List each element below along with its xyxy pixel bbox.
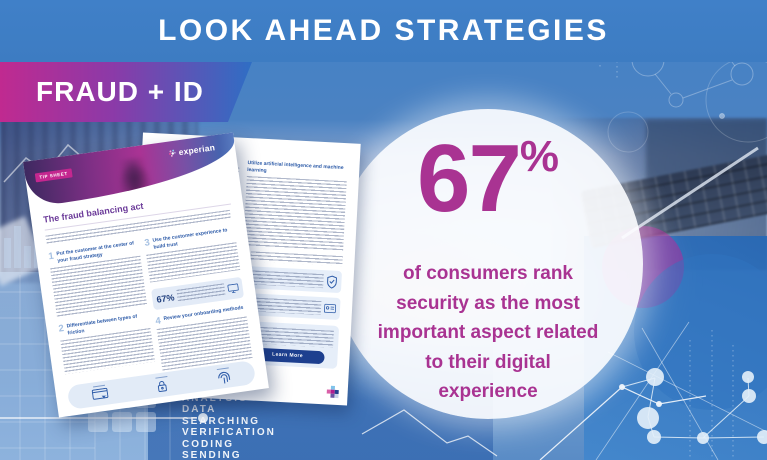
section-4-number: 4 — [154, 315, 162, 328]
stat-callout: 67% — [151, 276, 245, 311]
devices-icon — [227, 283, 239, 294]
tip-sheet-columns: 1 Put the customer at the center of your… — [48, 226, 254, 391]
word-sending: SENDING — [182, 450, 242, 460]
back-page-paragraph — [243, 175, 347, 252]
banner-title: LOOK AHEAD STRATEGIES — [158, 14, 609, 47]
callout-text — [176, 283, 226, 303]
browser-icon — [92, 388, 109, 400]
stat-value-row: 67% — [333, 131, 643, 255]
experian-logo: experian — [168, 142, 216, 158]
fraud-id-tag: FRAUD + ID — [0, 62, 252, 122]
word-searching: SEARCHING — [182, 415, 261, 427]
footer-icon-group-3 — [215, 367, 231, 385]
word-verification: VERIFICATION — [182, 427, 276, 439]
fraud-id-tag-label: FRAUD + ID — [36, 76, 204, 107]
stat-percent-sign: % — [519, 132, 559, 181]
tip-sheet-tag: TIP SHEET — [34, 168, 73, 183]
experian-wordmark: experian — [177, 142, 216, 158]
word-data: DATA — [182, 404, 217, 416]
stat-circle: 67% of consumers rank security as the mo… — [333, 109, 643, 419]
experian-block-logo — [326, 385, 339, 399]
lock-icon — [158, 381, 168, 393]
stat-value: 67 — [417, 125, 522, 232]
word-coding: CODING — [182, 438, 234, 450]
experian-dots-icon — [169, 149, 177, 157]
back-page-heading: Utilize artificial intelligence and mach… — [247, 159, 344, 174]
section-2-number: 2 — [57, 322, 65, 335]
back-callout-identity — [239, 292, 341, 321]
background-word-list: ANALYSIS DATA SEARCHING VERIFICATION COD… — [182, 393, 276, 460]
tip-sheet-footer-icons — [66, 359, 257, 410]
top-banner: LOOK AHEAD STRATEGIES — [0, 0, 767, 62]
tip-sheet-column-1: 1 Put the customer at the center of your… — [48, 240, 158, 391]
section-1-number: 1 — [47, 250, 55, 263]
zen-stones-photo — [111, 156, 157, 196]
tip-sheet-title: The fraud balancing act — [42, 200, 145, 225]
stat-caption: of consumers rank security as the most i… — [377, 263, 599, 402]
tip-sheet-header-band: TIP SHEET experian — [23, 132, 240, 208]
callout-value: 67% — [155, 291, 176, 305]
footer-icon-group-2 — [155, 375, 169, 394]
tip-sheet-front-page: TIP SHEET experian The fraud balancing a… — [23, 132, 269, 418]
section-3-number: 3 — [143, 237, 151, 249]
back-section-heading-text — [250, 251, 343, 267]
footer-icon-group-1 — [91, 384, 109, 403]
id-card-icon — [323, 303, 337, 314]
back-page-right-column: Utilize artificial intelligence and mach… — [237, 160, 348, 369]
section-1-body — [50, 255, 148, 318]
tip-sheet-back-page: Utilize artificial intelligence and mach… — [129, 132, 361, 406]
shield-check-icon — [327, 275, 338, 289]
back-callout-security — [241, 265, 343, 294]
tip-sheet-column-2: 3 Use the customer experience to build t… — [144, 226, 254, 377]
fingerprint-icon — [217, 372, 230, 384]
